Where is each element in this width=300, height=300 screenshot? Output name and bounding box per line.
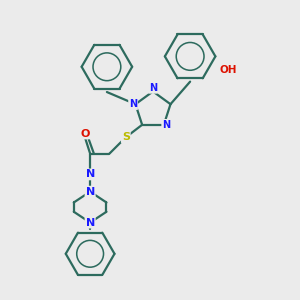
Text: N: N	[85, 218, 95, 228]
Text: OH: OH	[219, 65, 237, 76]
Text: N: N	[162, 120, 170, 130]
Text: S: S	[122, 132, 130, 142]
Text: N: N	[129, 99, 137, 109]
Text: O: O	[80, 129, 89, 139]
Text: N: N	[85, 187, 95, 197]
Text: N: N	[85, 169, 95, 179]
Text: N: N	[149, 83, 157, 93]
